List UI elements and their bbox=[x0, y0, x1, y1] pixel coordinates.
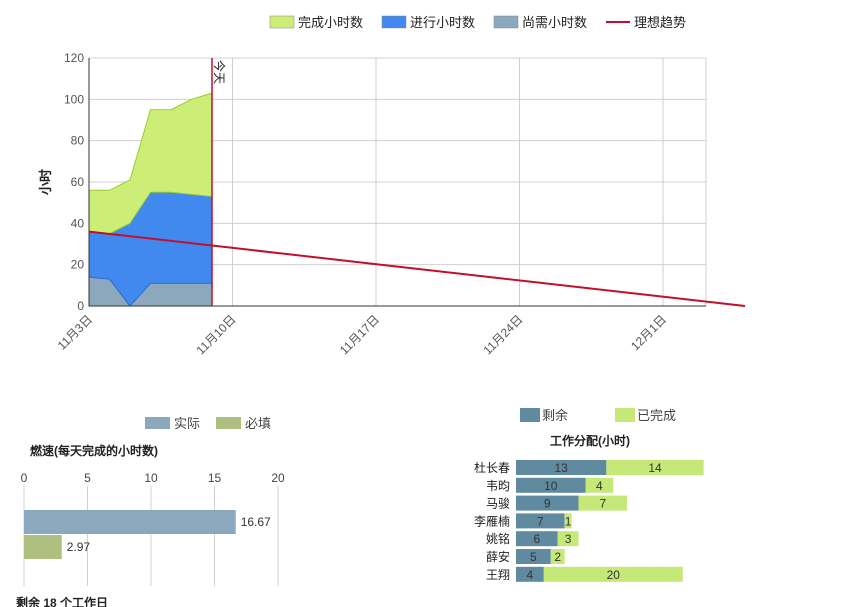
allocation-bar-completed bbox=[557, 531, 579, 547]
allocation-bar-remaining bbox=[516, 566, 544, 582]
allocation-bar-value: 20 bbox=[607, 568, 621, 582]
velocity-bar bbox=[24, 535, 62, 559]
allocation-bar-value: 14 bbox=[648, 461, 662, 475]
burndown-legend-label: 进行小时数 bbox=[410, 15, 475, 30]
allocation-legend-label: 剩余 bbox=[542, 408, 568, 423]
allocation-bar-value: 2 bbox=[554, 550, 561, 564]
allocation-bar-value: 7 bbox=[537, 514, 544, 528]
velocity-bar-value: 16.67 bbox=[241, 515, 271, 529]
allocation-bar-completed bbox=[550, 549, 565, 564]
allocation-legend-swatch bbox=[520, 408, 540, 422]
burndown-y-tick-label: 40 bbox=[71, 216, 85, 230]
burndown-y-axis-label: 小时 bbox=[38, 169, 53, 195]
burndown-legend-swatch bbox=[269, 15, 295, 29]
velocity-tick-label: 10 bbox=[144, 471, 158, 485]
burndown-y-tick-label: 120 bbox=[64, 51, 84, 65]
allocation-bar-remaining bbox=[516, 531, 558, 547]
allocation-bar-completed bbox=[543, 566, 683, 582]
allocation-bar-completed bbox=[606, 460, 704, 475]
allocation-bar-remaining bbox=[516, 549, 551, 564]
velocity-tick-label: 20 bbox=[271, 471, 285, 485]
allocation-category-label: 姚铭 bbox=[486, 531, 510, 546]
burndown-legend-label: 理想趋势 bbox=[634, 15, 686, 30]
allocation-bar-remaining bbox=[516, 477, 586, 493]
velocity-tick-label: 0 bbox=[21, 471, 28, 485]
allocation-bar-value: 13 bbox=[554, 461, 568, 475]
allocation-category-label: 马骏 bbox=[486, 497, 510, 511]
allocation-bar-value: 5 bbox=[530, 550, 537, 564]
velocity-legend-swatch bbox=[145, 417, 170, 429]
velocity-legend-label: 实际 bbox=[174, 416, 200, 431]
velocity-chart: 实际 必填 燃速(每天完成的小时数) 0 5 10 15 20 16.67 2.97 剩余 1… bbox=[16, 416, 285, 607]
allocation-bar-remaining bbox=[516, 495, 579, 511]
allocation-bar-value: 7 bbox=[600, 497, 607, 511]
velocity-legend-label: 必填 bbox=[245, 416, 271, 431]
burndown-y-tick-label: 60 bbox=[71, 175, 85, 189]
allocation-bar-value: 4 bbox=[596, 479, 603, 493]
velocity-footer: 剩余 18 个工作日 bbox=[16, 595, 108, 607]
allocation-legend-swatch bbox=[615, 408, 635, 422]
burndown-legend-swatch bbox=[493, 15, 519, 29]
burndown-x-tick-label: 11月17日 bbox=[337, 312, 382, 357]
burndown-chart: 完成小时数 进行小时数 尚需小时数 理想趋势 0 20 40 60 80 100 120 11月3日… bbox=[38, 15, 746, 357]
burndown-legend-swatch bbox=[381, 15, 407, 29]
burndown-x-tick-label: 11月10日 bbox=[193, 312, 238, 357]
burndown-ideal-trend-line bbox=[88, 230, 746, 307]
allocation-bar-value: 10 bbox=[544, 479, 558, 493]
velocity-bar bbox=[24, 510, 236, 534]
allocation-legend: 剩余 已完成 bbox=[520, 408, 676, 423]
burndown-legend-label: 完成小时数 bbox=[298, 15, 363, 30]
velocity-legend-swatch bbox=[216, 417, 241, 429]
allocation-legend-label: 已完成 bbox=[637, 408, 676, 423]
velocity-title: 燃速(每天完成的小时数) bbox=[30, 443, 158, 458]
velocity-tick-label: 5 bbox=[84, 471, 91, 485]
burndown-y-tick-label: 0 bbox=[77, 299, 84, 313]
allocation-bar-remaining bbox=[516, 513, 565, 529]
burndown-y-tick-label: 20 bbox=[71, 258, 85, 272]
allocation-category-label: 杜长春 bbox=[474, 460, 510, 475]
burndown-legend: 完成小时数 进行小时数 尚需小时数 理想趋势 bbox=[269, 15, 686, 30]
allocation-bar-value: 4 bbox=[527, 568, 534, 582]
allocation-category-label: 李雁楠 bbox=[474, 513, 510, 528]
burndown-x-tick-label: 12月1日 bbox=[628, 312, 669, 353]
allocation-bar-value: 6 bbox=[534, 532, 541, 546]
velocity-bars: 0 5 10 15 20 16.67 2.97 bbox=[21, 471, 285, 586]
burndown-x-tick-label: 11月3日 bbox=[55, 312, 95, 352]
burndown-y-tick-label: 80 bbox=[71, 134, 85, 148]
allocation-category-label: 韦昀 bbox=[486, 479, 510, 493]
allocation-bar-completed bbox=[578, 495, 628, 511]
allocation-bar-completed bbox=[585, 477, 614, 493]
allocation-title: 工作分配(小时) bbox=[550, 433, 630, 448]
allocation-bar-value: 3 bbox=[565, 532, 572, 546]
burndown-y-tick-label: 100 bbox=[64, 92, 84, 106]
burndown-legend-label: 尚需小时数 bbox=[522, 15, 587, 30]
allocation-category-label: 薛安 bbox=[486, 549, 510, 564]
allocation-bar-value: 9 bbox=[544, 497, 551, 511]
burndown-today-label: 今天 bbox=[212, 60, 227, 84]
velocity-legend: 实际 必填 bbox=[145, 416, 271, 431]
burndown-areas bbox=[88, 92, 213, 307]
velocity-bar-value: 2.97 bbox=[67, 540, 91, 554]
allocation-bar-completed bbox=[564, 513, 572, 529]
allocation-category-label: 王翔 bbox=[486, 568, 510, 582]
allocation-bar-value: 1 bbox=[565, 514, 572, 528]
velocity-tick-label: 15 bbox=[208, 471, 222, 485]
allocation-bar-remaining bbox=[516, 460, 607, 475]
burndown-x-tick-label: 11月24日 bbox=[480, 312, 525, 357]
